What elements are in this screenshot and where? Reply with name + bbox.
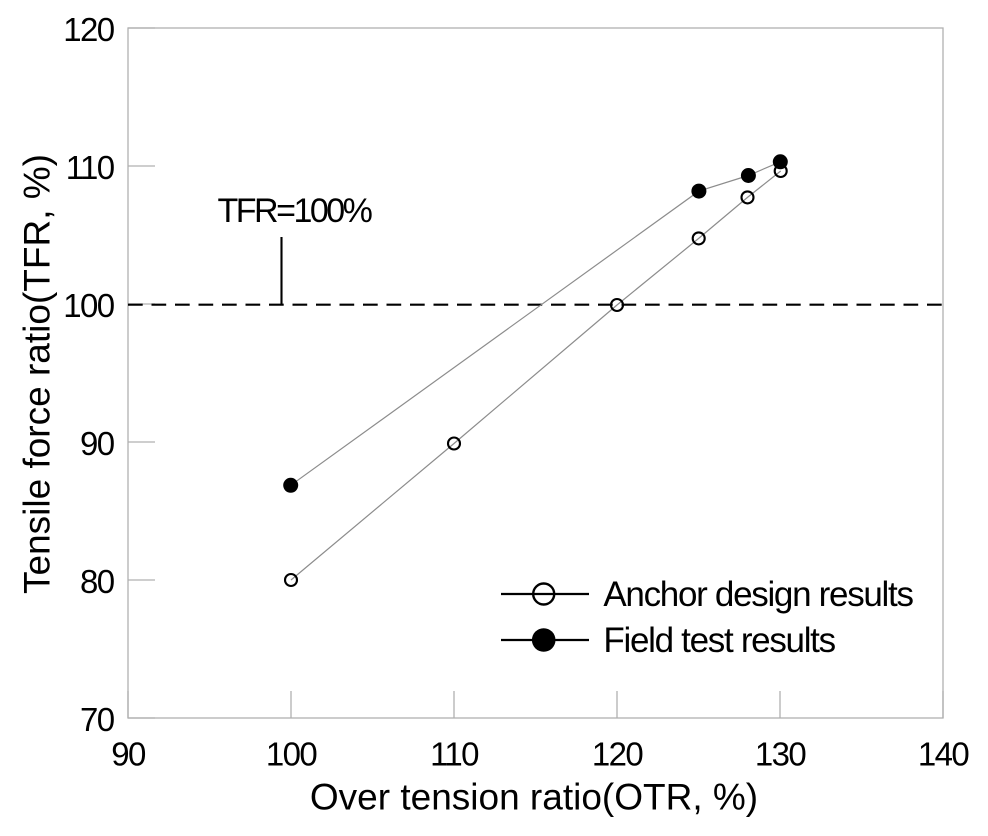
svg-text:TFR=100%: TFR=100% (218, 192, 373, 230)
svg-text:120: 120 (63, 11, 115, 48)
svg-text:Anchor design results: Anchor design results (603, 575, 913, 614)
svg-text:110: 110 (430, 736, 479, 773)
svg-text:140: 140 (918, 736, 970, 773)
svg-text:90: 90 (111, 736, 146, 773)
svg-text:90: 90 (80, 425, 115, 462)
svg-text:100: 100 (63, 287, 115, 324)
svg-text:Over tension ratio(OTR, %): Over tension ratio(OTR, %) (310, 777, 758, 818)
svg-text:70: 70 (80, 701, 115, 738)
svg-text:130: 130 (755, 736, 807, 773)
svg-text:110: 110 (66, 149, 115, 186)
svg-text:Field test results: Field test results (603, 621, 835, 660)
svg-text:120: 120 (592, 736, 644, 773)
svg-text:100: 100 (266, 736, 318, 773)
svg-text:80: 80 (80, 563, 115, 600)
svg-text:Tensile force ratio(TFR, %): Tensile force ratio(TFR, %) (17, 154, 58, 594)
